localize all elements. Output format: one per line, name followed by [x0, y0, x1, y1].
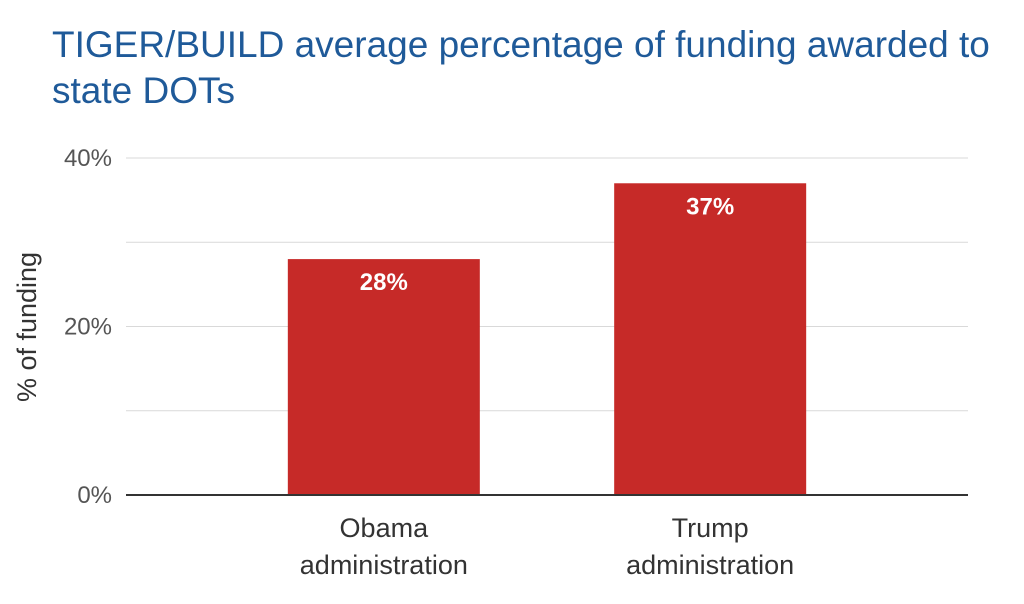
x-category-label: administration — [626, 550, 794, 580]
y-tick-label: 0% — [77, 482, 112, 509]
bar — [614, 183, 807, 495]
bar-value-label: 28% — [360, 269, 408, 296]
bar-value-label: 37% — [686, 193, 734, 220]
gridlines — [126, 157, 968, 412]
y-tick-label: 40% — [64, 145, 112, 172]
x-axis-categories: Obama administration Trump administration — [300, 513, 794, 580]
bars: 28% 37% — [287, 183, 807, 495]
y-tick-label: 20% — [64, 314, 112, 341]
x-category-label: Obama — [340, 513, 430, 543]
y-axis-label: % of funding — [12, 252, 42, 402]
bar — [287, 259, 480, 495]
x-category-label: Trump — [672, 513, 749, 543]
y-axis-ticks: 0% 20% 40% — [64, 145, 112, 509]
x-category-label: administration — [300, 550, 468, 580]
chart-title: TIGER/BUILD average percentage of fundin… — [52, 24, 990, 111]
